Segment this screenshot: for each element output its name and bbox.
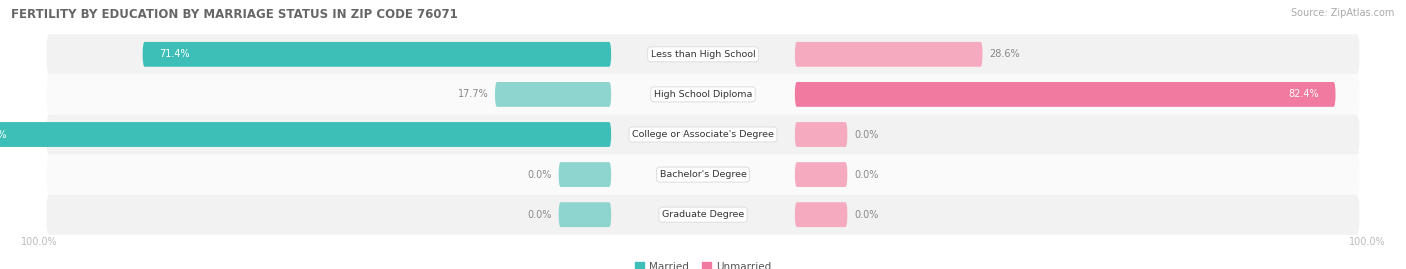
Text: College or Associate's Degree: College or Associate's Degree bbox=[633, 130, 773, 139]
FancyBboxPatch shape bbox=[46, 195, 1360, 235]
FancyBboxPatch shape bbox=[142, 42, 612, 67]
Text: 0.0%: 0.0% bbox=[853, 169, 879, 180]
Text: 0.0%: 0.0% bbox=[853, 129, 879, 140]
FancyBboxPatch shape bbox=[558, 162, 612, 187]
Text: 28.6%: 28.6% bbox=[988, 49, 1019, 59]
Text: 17.7%: 17.7% bbox=[458, 89, 488, 100]
FancyBboxPatch shape bbox=[46, 114, 1360, 155]
Text: 0.0%: 0.0% bbox=[527, 210, 553, 220]
Text: Bachelor's Degree: Bachelor's Degree bbox=[659, 170, 747, 179]
FancyBboxPatch shape bbox=[46, 34, 1360, 74]
Text: 100.0%: 100.0% bbox=[21, 237, 58, 247]
FancyBboxPatch shape bbox=[794, 122, 848, 147]
FancyBboxPatch shape bbox=[46, 155, 1360, 195]
Text: 100.0%: 100.0% bbox=[0, 129, 8, 140]
FancyBboxPatch shape bbox=[495, 82, 612, 107]
Text: Source: ZipAtlas.com: Source: ZipAtlas.com bbox=[1291, 8, 1395, 18]
Text: 71.4%: 71.4% bbox=[159, 49, 190, 59]
Text: 0.0%: 0.0% bbox=[853, 210, 879, 220]
FancyBboxPatch shape bbox=[46, 74, 1360, 114]
Legend: Married, Unmarried: Married, Unmarried bbox=[630, 258, 776, 269]
Text: Graduate Degree: Graduate Degree bbox=[662, 210, 744, 219]
FancyBboxPatch shape bbox=[794, 202, 848, 227]
Text: 82.4%: 82.4% bbox=[1288, 89, 1319, 100]
FancyBboxPatch shape bbox=[558, 202, 612, 227]
FancyBboxPatch shape bbox=[794, 82, 1336, 107]
Text: High School Diploma: High School Diploma bbox=[654, 90, 752, 99]
FancyBboxPatch shape bbox=[794, 42, 983, 67]
Text: 0.0%: 0.0% bbox=[527, 169, 553, 180]
Text: Less than High School: Less than High School bbox=[651, 50, 755, 59]
FancyBboxPatch shape bbox=[794, 162, 848, 187]
Text: FERTILITY BY EDUCATION BY MARRIAGE STATUS IN ZIP CODE 76071: FERTILITY BY EDUCATION BY MARRIAGE STATU… bbox=[11, 8, 458, 21]
FancyBboxPatch shape bbox=[0, 122, 612, 147]
Text: 100.0%: 100.0% bbox=[1348, 237, 1385, 247]
